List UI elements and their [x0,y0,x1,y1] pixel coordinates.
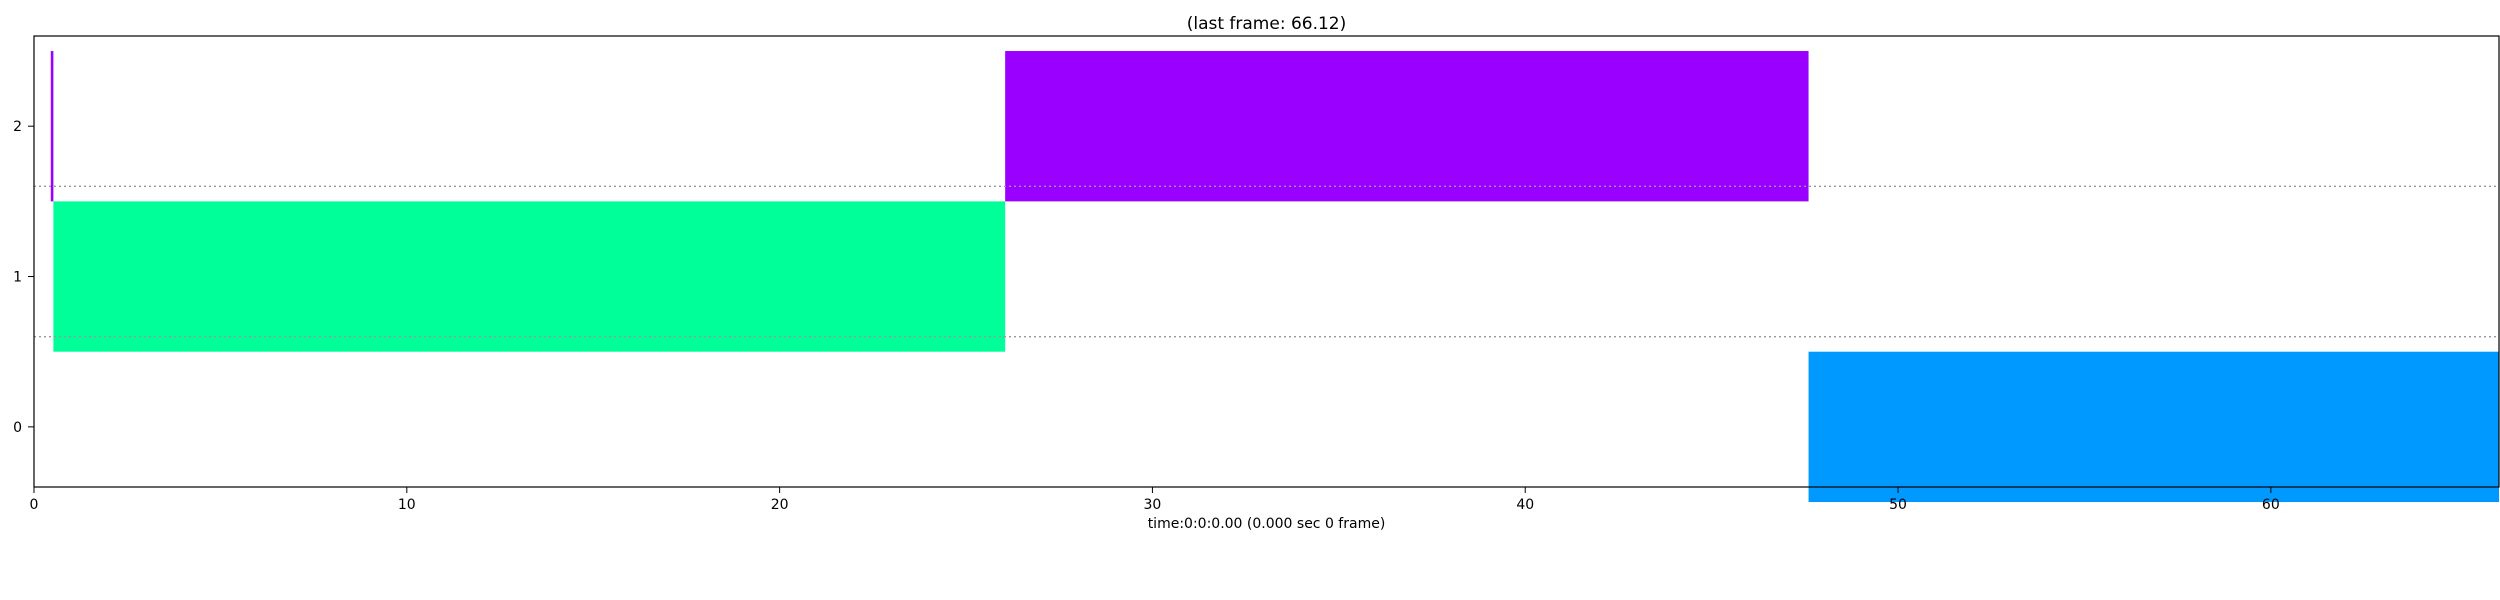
x-axis-title: time:0:0:0.00 (0.000 sec 0 frame) [1148,516,1386,532]
x-tick-label-40: 40 [1516,497,1534,513]
x-axis-ticks: 0 10 20 30 40 50 60 [30,487,2280,513]
segment-track-0-3 [1808,351,2499,503]
plot-frame [33,35,2500,488]
chart-title: (last frame: 66.12) [1187,14,1347,34]
x-tick-label-0: 0 [30,497,39,513]
x-tick-label-30: 30 [1144,497,1162,513]
y-tick-label-0: 0 [13,420,22,436]
separators-layer [34,185,2499,338]
segment-track-1-1 [53,201,1006,352]
x-tick-label-60: 60 [2262,497,2280,513]
y-tick-label-2: 2 [13,119,22,135]
x-tick-label-50: 50 [1889,497,1907,513]
y-tick-label-1: 1 [13,270,22,286]
x-tick-label-20: 20 [771,497,789,513]
y-axis-ticks: 0 1 2 [13,119,34,436]
segment-track-2-2 [1005,51,1809,202]
x-tick-label-10: 10 [398,497,416,513]
segment-track-2-0 [50,51,54,202]
segments-layer [50,51,2499,503]
